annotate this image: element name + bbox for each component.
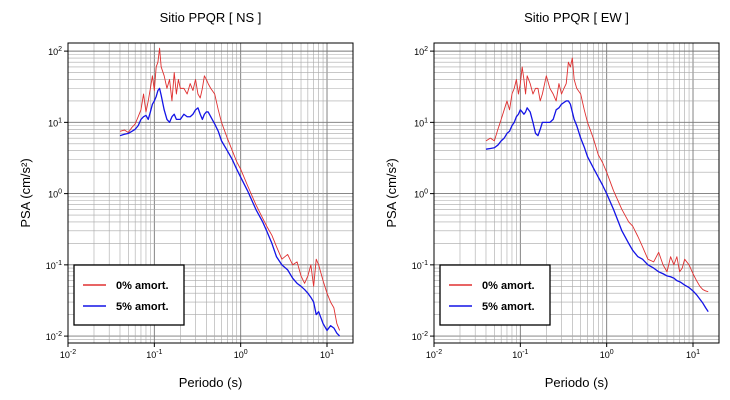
x-axis-label: Periodo (s) bbox=[179, 375, 243, 390]
legend-box bbox=[73, 264, 185, 326]
x-tick-label: 101 bbox=[320, 349, 334, 360]
y-axis-label: PSA (cm/s²) bbox=[18, 158, 33, 227]
x-tick-label: 10-1 bbox=[512, 349, 528, 360]
y-tick-label: 102 bbox=[414, 46, 428, 57]
y-tick-label: 101 bbox=[48, 117, 62, 128]
legend-label: 5% amort. bbox=[482, 301, 535, 313]
series-line-red bbox=[485, 57, 709, 293]
legend: 0% amort. 5% amort. bbox=[73, 264, 185, 326]
y-tick-label: 100 bbox=[48, 189, 62, 200]
series-line-red bbox=[119, 47, 341, 331]
y-tick-label: 100 bbox=[414, 189, 428, 200]
y-tick-label: 10-1 bbox=[412, 260, 428, 271]
y-tick-label: 102 bbox=[48, 46, 62, 57]
x-tick-label: 10-1 bbox=[146, 349, 162, 360]
x-tick-label: 101 bbox=[686, 349, 700, 360]
plot-frame bbox=[433, 42, 720, 344]
x-tick-label: 10-2 bbox=[426, 349, 442, 360]
x-tick-label: 100 bbox=[234, 349, 248, 360]
legend-box bbox=[439, 264, 551, 326]
plot-frame bbox=[67, 42, 354, 344]
legend-label: 0% amort. bbox=[116, 280, 169, 292]
chart-title: Sitio PPQR [ EW ] bbox=[524, 10, 629, 25]
x-tick-label: 100 bbox=[600, 349, 614, 360]
y-tick-label: 10-2 bbox=[46, 331, 62, 342]
x-axis-label: Periodo (s) bbox=[545, 375, 609, 390]
y-tick-label: 101 bbox=[414, 117, 428, 128]
legend-label: 0% amort. bbox=[482, 280, 535, 292]
chart-title: Sitio PPQR [ NS ] bbox=[160, 10, 262, 25]
chart-panel-2: 10-2 10-1 100 101 10-2 10-1 100 101 102 Sitio PPQ… bbox=[384, 10, 720, 390]
y-axis-label: PSA (cm/s²) bbox=[384, 158, 399, 227]
legend: 0% amort. 5% amort. bbox=[439, 264, 551, 326]
y-tick-label: 10-2 bbox=[412, 331, 428, 342]
series-line-blue bbox=[119, 87, 341, 337]
series-line-blue bbox=[485, 100, 709, 313]
x-tick-label: 10-2 bbox=[60, 349, 76, 360]
legend-label: 5% amort. bbox=[116, 301, 169, 313]
y-tick-label: 10-1 bbox=[46, 260, 62, 271]
chart-panel-1: 10-2 10-1 100 101 10-2 10-1 100 101 102 Sitio PPQ… bbox=[18, 10, 354, 390]
